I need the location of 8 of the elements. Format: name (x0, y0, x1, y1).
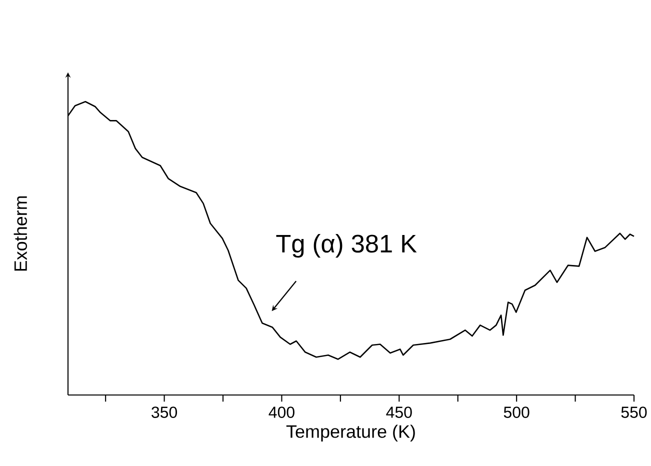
x-tick-label: 400 (268, 406, 294, 418)
x-tick-label: 450 (386, 406, 412, 418)
x-tick-label: 500 (504, 406, 530, 418)
annotation: Tg (α) 381 K (276, 234, 417, 258)
x-tick-label: 550 (621, 406, 647, 418)
x-tick-label: 350 (152, 406, 178, 418)
y-axis-title: Exotherm (14, 196, 28, 271)
x-axis-title: Temperature (K) (286, 424, 415, 442)
